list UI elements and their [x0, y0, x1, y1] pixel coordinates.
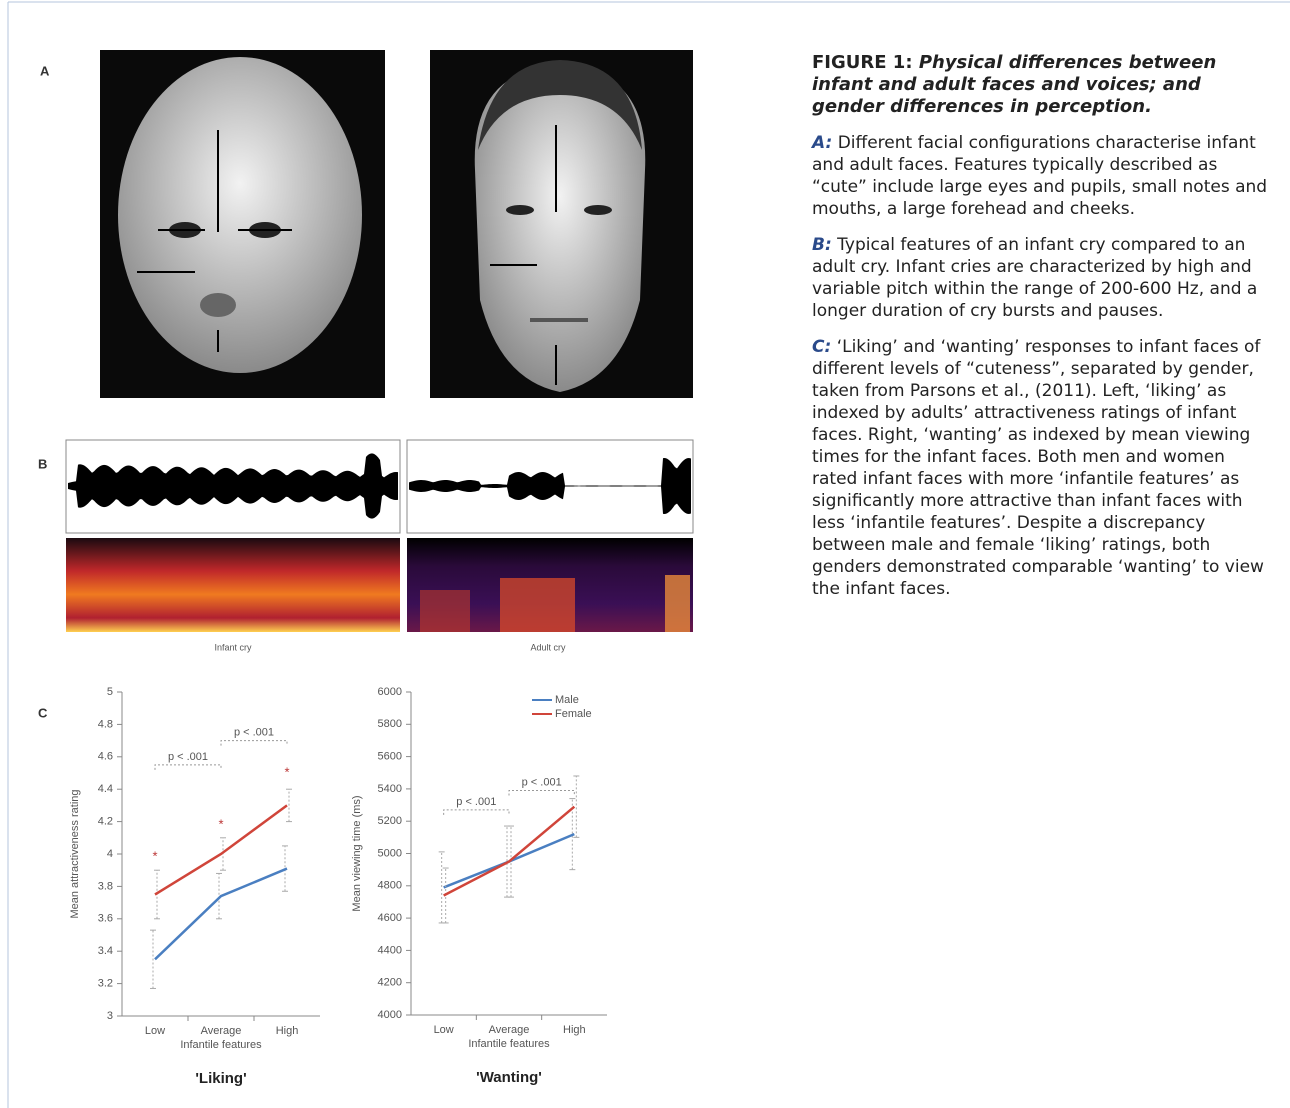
audio-label: Adult cry — [530, 642, 566, 652]
paragraph-label: B: — [812, 235, 832, 255]
significance-bracket — [221, 741, 287, 746]
y-tick-label: 5800 — [378, 718, 402, 730]
page: A B C Infant cry Adult cry 3 3.2 3.4 3.6 3.8… — [0, 0, 1290, 1108]
y-tick-label: 3 — [107, 1010, 113, 1022]
y-tick-label: 5200 — [378, 815, 402, 827]
legend-label: Female — [555, 708, 592, 720]
y-tick-label: 5000 — [378, 847, 402, 859]
caption-paragraph: B: Typical features of an infant cry com… — [812, 234, 1274, 322]
y-tick-label: 4000 — [378, 1009, 402, 1021]
significance-bracket — [444, 810, 509, 815]
significance-bracket — [155, 765, 221, 770]
significance-label: p < .001 — [168, 751, 208, 763]
paragraph-label: C: — [812, 337, 831, 357]
y-tick-label: 4800 — [378, 880, 402, 892]
x-axis-label: Infantile features — [180, 1039, 262, 1051]
y-tick-label: 5 — [107, 686, 113, 698]
y-tick-label: 3.8 — [98, 880, 113, 892]
y-tick-label: 4200 — [378, 977, 402, 989]
x-tick-label: High — [276, 1025, 299, 1037]
infant-waveform — [66, 440, 400, 632]
infant-photo — [100, 50, 385, 398]
paragraph-text: Different facial configurations characte… — [812, 133, 1267, 219]
x-axis-label: Infantile features — [468, 1038, 550, 1050]
y-axis-label: Mean attractiveness rating — [69, 789, 81, 918]
significance-label: p < .001 — [522, 776, 562, 788]
significance-marker: * — [152, 849, 157, 864]
x-tick-label: Low — [145, 1025, 165, 1037]
x-tick-label: Average — [489, 1024, 530, 1036]
caption: FIGURE 1: Physical differences between i… — [812, 52, 1274, 614]
y-tick-label: 4400 — [378, 944, 402, 956]
y-axis-label: Mean viewing time (ms) — [351, 795, 363, 911]
significance-marker: * — [218, 816, 223, 831]
chart-title: 'Wanting' — [476, 1069, 542, 1086]
significance-bracket — [509, 791, 574, 796]
chart-title: 'Liking' — [195, 1070, 246, 1087]
y-tick-label: 4600 — [378, 912, 402, 924]
y-tick-label: 4.8 — [98, 718, 113, 730]
adult-waveform — [407, 440, 693, 632]
panel-label: B — [38, 456, 47, 471]
x-tick-label: High — [563, 1024, 586, 1036]
legend-label: Male — [555, 694, 579, 706]
y-tick-label: 3.6 — [98, 913, 113, 925]
paragraph-text: ‘Liking’ and ‘wanting’ responses to infa… — [812, 337, 1264, 599]
caption-paragraph: A: Different facial configurations chara… — [812, 132, 1274, 220]
panel-label: C — [38, 705, 48, 720]
caption-paragraph: C: ‘Liking’ and ‘wanting’ responses to i… — [812, 336, 1274, 600]
x-tick-label: Average — [201, 1025, 242, 1037]
panel-label: A — [40, 63, 50, 78]
y-tick-label: 5600 — [378, 751, 402, 763]
adult-photo — [430, 50, 693, 398]
series-line — [444, 807, 575, 896]
x-tick-label: Low — [434, 1024, 454, 1036]
significance-marker: * — [284, 764, 289, 779]
y-tick-label: 4 — [107, 848, 113, 860]
y-tick-label: 4.6 — [98, 751, 113, 763]
y-tick-label: 4.2 — [98, 816, 113, 828]
y-tick-label: 4.4 — [98, 783, 113, 795]
audio-label: Infant cry — [214, 642, 252, 652]
significance-label: p < .001 — [234, 727, 274, 739]
paragraph-label: A: — [812, 133, 832, 153]
y-tick-label: 5400 — [378, 783, 402, 795]
y-tick-label: 3.4 — [98, 945, 113, 957]
caption-title: FIGURE 1: Physical differences between i… — [812, 52, 1274, 118]
figure-label: FIGURE 1: — [812, 52, 913, 73]
y-tick-label: 6000 — [378, 686, 402, 698]
significance-label: p < .001 — [456, 796, 496, 808]
paragraph-text: Typical features of an infant cry compar… — [812, 235, 1257, 321]
y-tick-label: 3.2 — [98, 978, 113, 990]
